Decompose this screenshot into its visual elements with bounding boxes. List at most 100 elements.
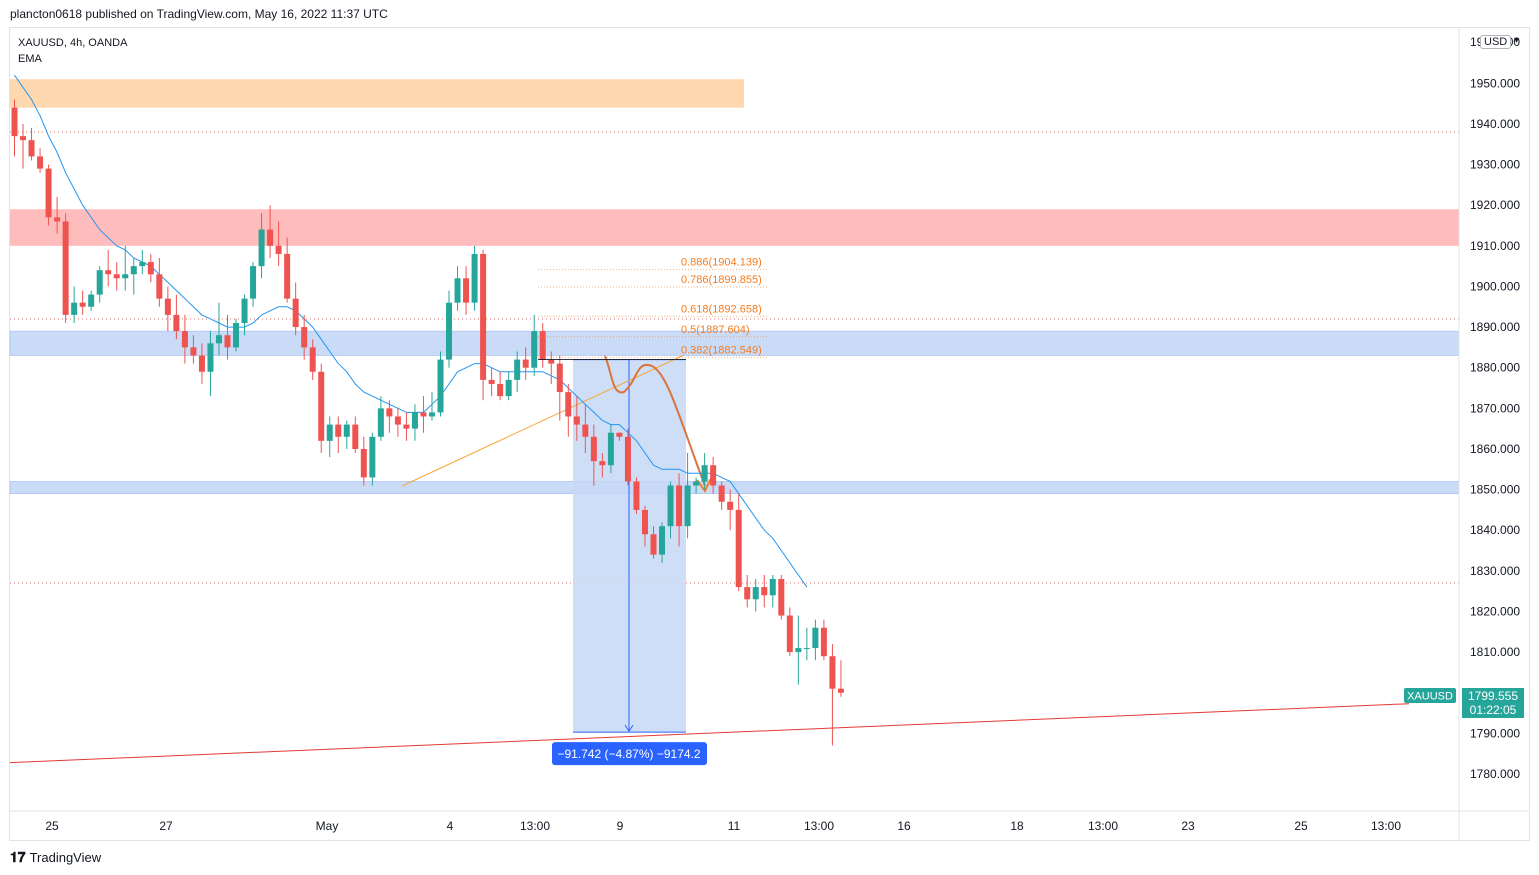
x-tick-label: 13:00	[1088, 819, 1118, 833]
candle	[718, 481, 725, 510]
support-trendline	[9, 703, 1410, 764]
candle-body	[795, 648, 802, 653]
candle	[539, 323, 546, 368]
candle	[190, 335, 197, 364]
candle-body	[786, 615, 793, 653]
candle-body	[156, 274, 163, 299]
candle-body	[497, 383, 504, 397]
price-axis: 1780.0001790.0001800.0001810.0001820.000…	[1470, 35, 1520, 781]
x-tick-label: 18	[1010, 819, 1024, 833]
y-tick-label: 1780.000	[1470, 767, 1520, 781]
candle	[301, 314, 308, 360]
candle	[250, 262, 257, 307]
candle	[497, 371, 504, 401]
candle-body	[684, 485, 691, 527]
candle-body	[463, 278, 470, 303]
candle-body	[207, 343, 214, 372]
candle-body	[301, 327, 308, 348]
y-tick-label: 1930.000	[1470, 158, 1520, 172]
candle-body	[488, 379, 495, 384]
price-badge	[1462, 688, 1524, 718]
candle-body	[377, 408, 384, 437]
footer-brand[interactable]: 𝟏𝟕 TradingView	[10, 849, 101, 866]
candle	[343, 420, 350, 449]
candle-body	[531, 331, 538, 368]
candle	[446, 290, 453, 368]
candle	[122, 245, 129, 291]
candle-body	[11, 107, 18, 137]
zone-resistance	[10, 209, 1459, 246]
candle	[20, 123, 27, 169]
fib-label: 0.5(1887.604)	[681, 324, 750, 336]
candle	[684, 453, 691, 539]
candle-body	[573, 416, 580, 425]
candle-body	[369, 436, 376, 478]
candle	[701, 453, 708, 490]
candle-body	[837, 688, 844, 693]
indicator-name: EMA	[18, 53, 42, 65]
ema-polyline	[14, 74, 808, 588]
candle	[735, 493, 742, 592]
symbol-badge-label: XAUUSD	[1407, 691, 1453, 703]
candle	[659, 522, 666, 563]
candle	[650, 526, 657, 559]
y-tick-label: 1850.000	[1470, 483, 1520, 497]
candle	[224, 314, 231, 360]
candle-body	[761, 587, 768, 596]
candle-body	[727, 501, 734, 510]
symbol-legend[interactable]: XAUUSD, 4h, OANDA EMA	[18, 35, 127, 67]
candle-body	[582, 424, 589, 437]
candle-body	[386, 408, 393, 417]
candle-body	[829, 656, 836, 689]
candle	[522, 347, 529, 380]
candle-body	[105, 270, 112, 275]
candle-body	[45, 168, 52, 218]
candle	[752, 578, 759, 612]
candle-body	[539, 331, 546, 360]
y-tick-label: 1870.000	[1470, 401, 1520, 415]
candle-body	[641, 509, 648, 535]
y-tick-label: 1940.000	[1470, 117, 1520, 131]
candle	[641, 505, 648, 547]
candle	[207, 331, 214, 397]
candle	[181, 314, 188, 364]
chevron-down-icon[interactable]: ▾	[1514, 35, 1520, 46]
candle-body	[454, 278, 461, 303]
candle-body	[20, 136, 27, 141]
candle	[548, 351, 555, 384]
candle	[599, 453, 606, 478]
candle-body	[275, 245, 282, 254]
candle	[267, 205, 274, 258]
candle	[573, 396, 580, 441]
currency-button[interactable]: USD	[1480, 35, 1512, 49]
candle	[837, 660, 844, 697]
candle-body	[820, 627, 827, 657]
candle	[820, 619, 827, 661]
candle-body	[701, 465, 708, 482]
candle-body	[284, 253, 291, 299]
candle-body	[233, 323, 240, 348]
candle	[377, 396, 384, 441]
candle	[582, 404, 589, 454]
candle	[556, 355, 563, 421]
measure-range: −91.742 (−4.87%) −9174.2	[552, 359, 707, 766]
candle	[727, 489, 734, 531]
candle	[130, 257, 137, 295]
candle	[778, 574, 785, 620]
candle-body	[318, 371, 325, 441]
candle	[607, 424, 614, 474]
candle-body	[565, 392, 572, 417]
candle	[156, 257, 163, 307]
candle	[54, 197, 61, 234]
x-tick-label: 16	[897, 819, 911, 833]
candle-body	[514, 359, 521, 380]
candle-body	[505, 379, 512, 397]
candle-body	[96, 270, 103, 295]
candle-body	[480, 253, 487, 380]
candle	[71, 286, 78, 324]
candle	[105, 249, 112, 287]
dotted-levels	[10, 131, 1459, 584]
tradingview-logo-icon: 𝟏𝟕	[10, 849, 26, 865]
candle	[198, 343, 205, 384]
